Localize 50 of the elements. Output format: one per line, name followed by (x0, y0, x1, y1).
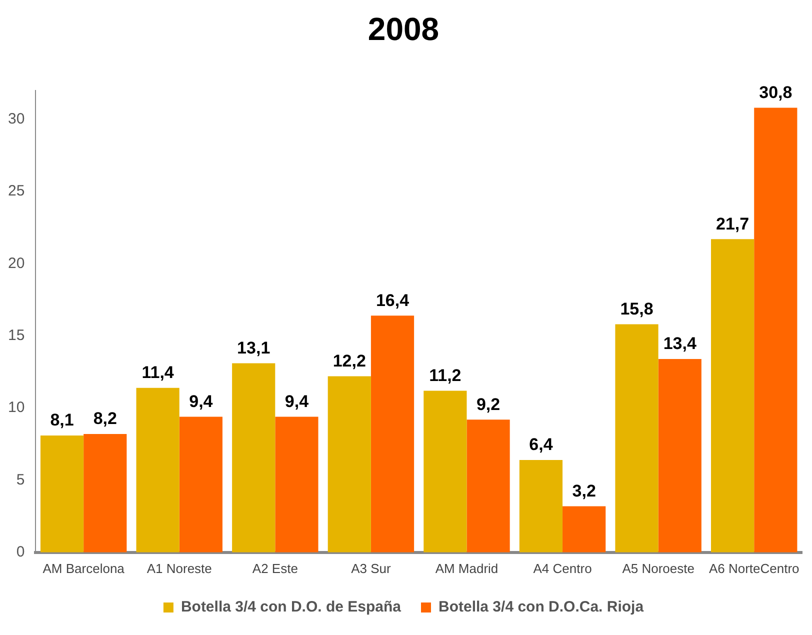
data-label: 8,2 (93, 409, 117, 428)
data-label: 15,8 (620, 299, 654, 318)
legend-label: Botella 3/4 con D.O.Ca. Rioja (438, 598, 644, 616)
x-tick-label: A4 Centro (533, 560, 592, 576)
bar (466, 420, 510, 552)
y-tick-label: 15 (8, 326, 25, 344)
data-label: 21,7 (716, 214, 750, 234)
x-tick-label: A2 Este (252, 560, 298, 576)
data-label: 12,2 (332, 351, 366, 370)
bar (136, 388, 180, 552)
bar (615, 324, 658, 552)
bar (275, 416, 318, 552)
x-tick-label: A6 NorteCentro (708, 560, 800, 576)
bar (424, 390, 467, 552)
y-tick-label: 5 (16, 471, 25, 488)
bar (40, 435, 84, 552)
bar (711, 239, 754, 552)
data-label: 6,4 (529, 435, 554, 454)
data-label: 30,8 (759, 82, 792, 102)
bar (562, 506, 606, 552)
x-tick-label: AM Madrid (435, 560, 498, 576)
data-label: 11,2 (429, 366, 462, 385)
y-tick-label: 10 (8, 399, 25, 416)
data-label: 16,4 (376, 290, 410, 310)
y-tick-label: 0 (16, 544, 25, 561)
legend-label: Botella 3/4 con D.O. de España (180, 598, 402, 616)
data-label: 9,2 (476, 394, 500, 414)
data-label: 9,4 (284, 392, 310, 411)
x-tick-label: A1 Noreste (146, 560, 212, 576)
bar (179, 416, 222, 552)
bar (370, 316, 414, 552)
chart-title: 2008 (368, 11, 440, 48)
data-label: 9,4 (189, 392, 214, 411)
y-tick-label: 30 (8, 110, 25, 128)
x-tick-label: A5 Noroeste (622, 560, 694, 576)
bar (754, 108, 798, 552)
data-label: 8,1 (50, 410, 74, 430)
bar (84, 434, 127, 552)
bar (519, 460, 563, 552)
bar (658, 358, 702, 552)
bar (232, 363, 276, 552)
data-label: 13,1 (237, 338, 270, 358)
x-tick-label: A3 Sur (351, 560, 392, 576)
y-tick-label: 20 (8, 254, 25, 272)
data-label: 11,4 (142, 363, 174, 382)
data-label: 13,4 (663, 334, 697, 354)
bar (328, 376, 371, 552)
x-tick-label: AM Barcelona (42, 560, 126, 576)
data-label: 3,2 (572, 481, 596, 500)
y-tick-label: 25 (8, 182, 25, 200)
